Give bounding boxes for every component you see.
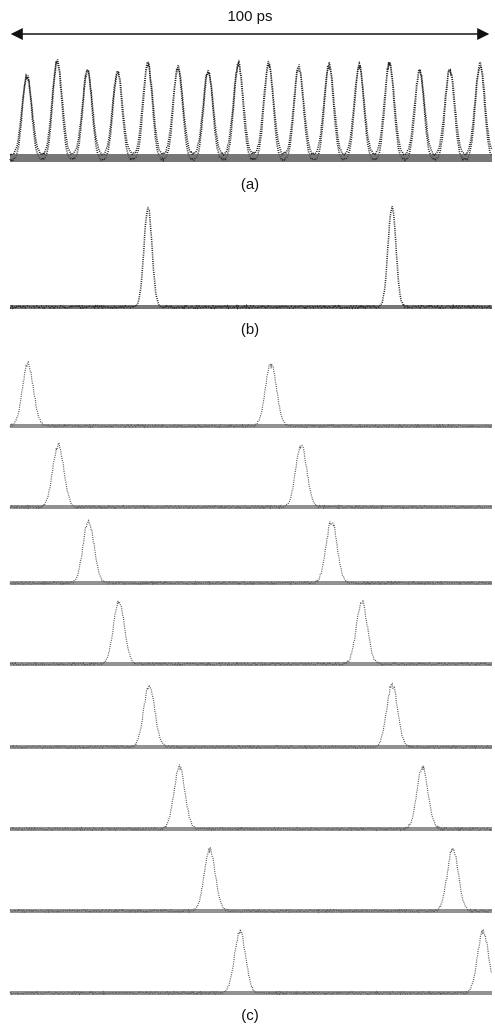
pulse-trace — [10, 847, 492, 912]
pulse-trace — [10, 59, 492, 160]
pulse-trace — [10, 362, 492, 427]
baseline — [10, 154, 492, 158]
pulse-trace — [10, 765, 492, 830]
pulse-trace — [10, 443, 492, 508]
pulse-trace — [10, 206, 492, 308]
pulse-trace — [10, 521, 492, 584]
figure: 100 ps (a) (b) (c) — [0, 0, 495, 1030]
panel-label: (c) — [241, 1007, 259, 1024]
page: {"scale_label": "100 ps", "panels": [{"l… — [0, 0, 495, 1030]
scale-label: 100 ps — [227, 8, 272, 25]
panel-label: (b) — [241, 321, 259, 338]
pulse-trace — [10, 684, 492, 749]
panel-label: (a) — [241, 176, 259, 193]
traces — [10, 59, 492, 995]
pulse-trace — [10, 600, 492, 665]
pulse-trace — [10, 929, 492, 994]
